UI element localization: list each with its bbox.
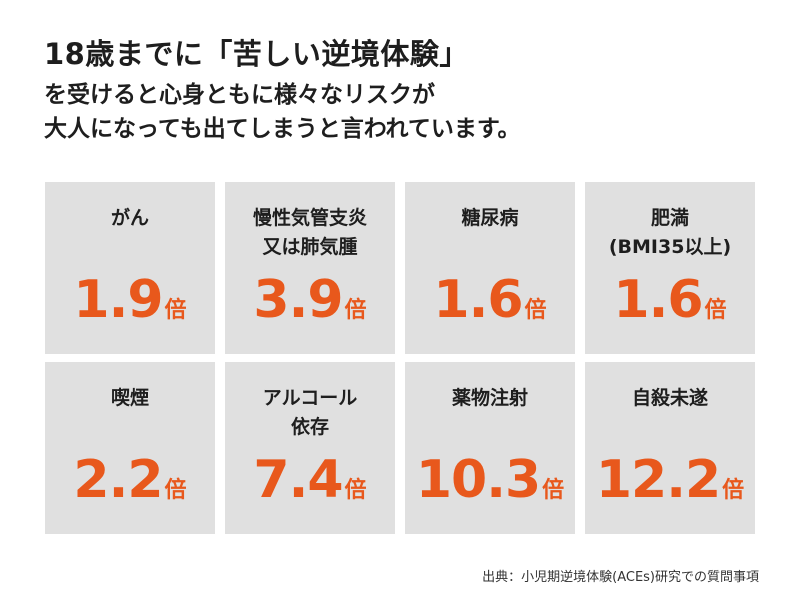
risk-label: 自殺未遂 (585, 384, 755, 413)
risk-card-cancer: がん 1.9倍 (45, 182, 215, 354)
subtitle-line: 大人になっても出てしまうと言われています。 (44, 116, 521, 142)
risk-label: 慢性気管支炎 又は肺気腫 (225, 204, 395, 262)
risk-label-line: 依存 (290, 416, 329, 438)
risk-card-copd: 慢性気管支炎 又は肺気腫 3.9倍 (225, 182, 395, 354)
risk-value: 7.4倍 (225, 450, 395, 510)
risk-number: 10.3 (415, 450, 541, 510)
risk-card-obesity: 肥満 (BMI35以上) 1.6倍 (585, 182, 755, 354)
subtitle-line: を受けると心身ともに様々なリスクが (44, 82, 435, 108)
risk-value: 1.6倍 (585, 270, 755, 330)
risk-number: 2.2 (73, 450, 163, 510)
risk-unit: 倍 (164, 478, 187, 503)
risk-label-line: 又は肺気腫 (262, 236, 358, 258)
risk-label: アルコール 依存 (225, 384, 395, 442)
risk-unit: 倍 (704, 298, 727, 323)
risk-unit: 倍 (722, 478, 745, 503)
risk-label: 肥満 (BMI35以上) (585, 204, 755, 262)
risk-label: がん (45, 204, 215, 233)
risk-number: 7.4 (253, 450, 343, 510)
source-note: 出典：小児期逆境体験(ACEs)研究での質問事項 (482, 570, 759, 585)
risk-label-line: がん (110, 207, 149, 229)
risk-value: 1.9倍 (45, 270, 215, 330)
risk-label-line: 喫煙 (110, 387, 149, 409)
risk-label-line: 薬物注射 (451, 387, 528, 409)
risk-unit: 倍 (542, 478, 565, 503)
risk-grid: がん 1.9倍 慢性気管支炎 又は肺気腫 3.9倍 糖尿病 1.6倍 肥満 (B… (45, 182, 757, 534)
risk-number: 1.6 (613, 270, 703, 330)
risk-label-line: アルコール (262, 387, 358, 409)
risk-value: 2.2倍 (45, 450, 215, 510)
risk-value: 10.3倍 (405, 450, 575, 510)
header: 18歳までに「苦しい逆境体験」 を受けると心身ともに様々なリスクが 大人になって… (44, 34, 764, 146)
page-subtitle: を受けると心身ともに様々なリスクが 大人になっても出てしまうと言われています。 (44, 78, 764, 146)
risk-label-line: 肥満 (650, 207, 689, 229)
risk-label-line: 糖尿病 (461, 207, 519, 229)
risk-label-line: (BMI35以上) (608, 236, 732, 258)
risk-value: 3.9倍 (225, 270, 395, 330)
risk-unit: 倍 (524, 298, 547, 323)
risk-card-drug-injection: 薬物注射 10.3倍 (405, 362, 575, 534)
risk-number: 1.6 (433, 270, 523, 330)
risk-number: 3.9 (253, 270, 343, 330)
risk-unit: 倍 (164, 298, 187, 323)
risk-label-line: 自殺未遂 (631, 387, 708, 409)
risk-value: 12.2倍 (585, 450, 755, 510)
risk-card-smoking: 喫煙 2.2倍 (45, 362, 215, 534)
risk-unit: 倍 (344, 478, 367, 503)
page-title: 18歳までに「苦しい逆境体験」 (44, 37, 469, 71)
risk-card-alcohol: アルコール 依存 7.4倍 (225, 362, 395, 534)
risk-unit: 倍 (344, 298, 367, 323)
risk-label: 糖尿病 (405, 204, 575, 233)
risk-label-line: 慢性気管支炎 (252, 207, 367, 229)
risk-card-suicide-attempt: 自殺未遂 12.2倍 (585, 362, 755, 534)
risk-number: 1.9 (73, 270, 163, 330)
risk-label: 薬物注射 (405, 384, 575, 413)
risk-card-diabetes: 糖尿病 1.6倍 (405, 182, 575, 354)
risk-number: 12.2 (595, 450, 721, 510)
risk-value: 1.6倍 (405, 270, 575, 330)
risk-label: 喫煙 (45, 384, 215, 413)
